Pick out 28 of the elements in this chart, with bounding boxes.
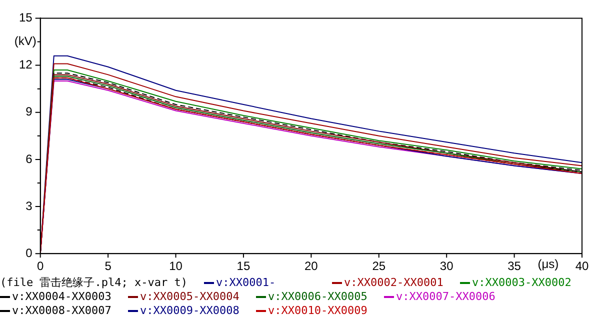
x-tick-label: 5 [104,259,112,274]
legend-label: v:XX0002-XX0001 [344,276,444,290]
y-tick-label: 15 [18,10,33,25]
y-tick-label: 6 [26,152,33,166]
y-axis-title: (kV) [14,34,36,48]
x-tick-label: 35 [508,259,522,274]
legend-label: v:XX0008-XX0007 [12,304,112,318]
y-tick-label: 0 [26,246,33,260]
legend-label: v:XX0003-XX0002 [472,276,572,290]
legend-label: v:XX0009-XX0008 [140,304,240,318]
legend-label: v:XX0005-XX0004 [140,290,240,304]
text: (file 雷击绝缘子.pl4; x-var t) [0,276,188,290]
x-tick-label: 20 [304,259,318,274]
legend-label: v:XX0007-XX0006 [396,290,496,304]
legend-label: v:XX0001- [216,276,276,290]
x-tick-label: 0 [37,259,44,274]
y-tick-label: 9 [26,104,33,119]
legend-label: v:XX0006-XX0005 [268,290,368,304]
x-tick-label: 25 [372,259,386,274]
legend-label: v:XX0010-XX0009 [268,304,368,318]
x-tick-label: 10 [169,259,183,274]
y-tick-label: 12 [18,58,33,72]
legend-label: v:XX0004-XX0003 [12,290,112,304]
x-tick-label: 30 [440,259,454,274]
x-axis-title: (μs) [538,256,559,271]
x-tick-label: 15 [236,259,250,274]
x-tick-label: 40 [575,259,589,274]
y-tick-label: 3 [26,198,33,213]
